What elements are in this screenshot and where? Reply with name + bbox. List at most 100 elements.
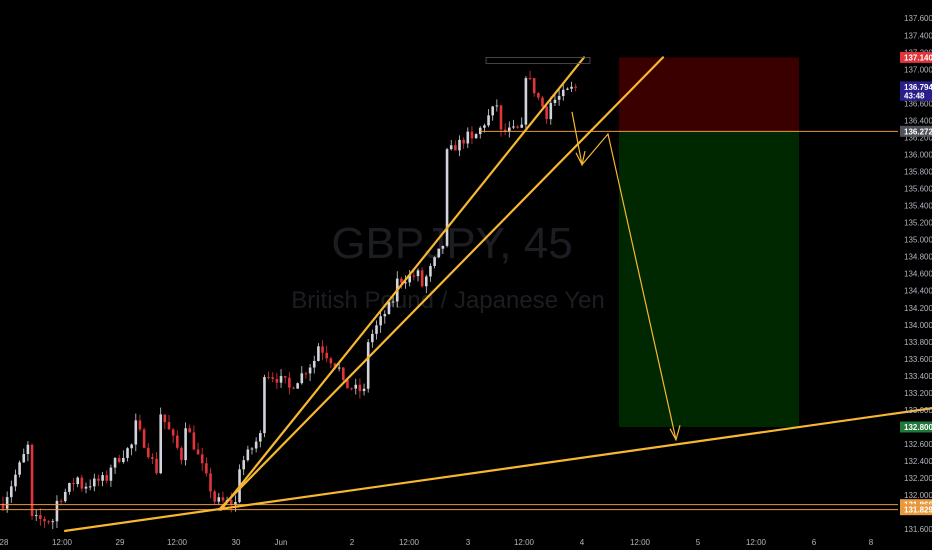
candle-body	[30, 444, 34, 517]
candle-body	[126, 448, 129, 458]
candle-body	[59, 500, 63, 502]
candle-body	[483, 125, 486, 128]
candle-body	[213, 491, 216, 502]
candle-body	[130, 444, 133, 449]
candle-body	[474, 134, 478, 139]
y-tick-label: 132.000	[904, 491, 932, 500]
watermark-description: British Pound / Japanese Yen	[291, 287, 605, 314]
candle-body	[553, 99, 557, 103]
candle-body	[321, 346, 324, 353]
y-tick-label: 136.400	[904, 116, 932, 125]
support-tag	[900, 504, 932, 516]
candle-body	[39, 515, 42, 519]
candle-body	[487, 115, 490, 126]
candle-body	[117, 457, 121, 463]
stop-tag	[900, 51, 932, 63]
x-tick-label: 6	[812, 538, 817, 547]
candle-body	[159, 414, 162, 474]
candle-body	[503, 129, 507, 132]
candle-body	[267, 377, 270, 379]
x-tick-label: 12:00	[630, 538, 651, 547]
candle-body	[454, 145, 457, 151]
x-tick-label: 29	[116, 538, 125, 547]
candle-body	[520, 124, 524, 128]
arrow-head	[669, 425, 681, 442]
candle-body	[47, 521, 50, 523]
candle-body	[445, 149, 449, 246]
candle-body	[271, 377, 275, 379]
candle-body	[354, 384, 358, 389]
countdown-tag-label: 43:48	[904, 91, 925, 100]
candle-body	[470, 131, 474, 139]
candle-body	[259, 433, 262, 442]
candle-body	[84, 486, 88, 489]
candle-body	[416, 270, 420, 277]
trendline	[217, 56, 665, 511]
x-tick-label: Jun	[275, 538, 288, 547]
candle-body	[362, 388, 366, 392]
candle-body	[358, 384, 362, 392]
candle-body	[80, 477, 84, 489]
target-zone	[619, 131, 799, 427]
target-tag	[900, 421, 932, 433]
y-tick-label: 133.800	[904, 338, 932, 347]
candle-body	[508, 127, 511, 132]
candle-body	[209, 473, 212, 492]
candle-body	[433, 257, 436, 266]
candle-body	[171, 429, 175, 436]
candle-body	[541, 97, 544, 107]
candle-body	[557, 96, 561, 100]
candle-body	[537, 93, 540, 98]
candle-body	[234, 502, 237, 505]
candle-body	[167, 422, 171, 430]
candle-body	[176, 435, 179, 448]
stop-tag-label: 137.140	[904, 53, 932, 62]
x-tick-label: 4	[580, 538, 585, 547]
candle-body	[250, 448, 254, 450]
candle-body	[308, 367, 312, 374]
candle-body	[113, 457, 117, 468]
y-tick-label: 137.000	[904, 65, 932, 74]
candle-body	[387, 301, 391, 315]
time-axis[interactable]: 28 12:00 29 12:00 30 Jun 2 12:00 3 12:00 4 12:00 5 12…	[0, 538, 874, 547]
candle-body	[561, 89, 565, 97]
candle-body	[346, 379, 349, 389]
candle-body	[516, 126, 519, 128]
candle-body	[43, 518, 46, 522]
candle-body	[196, 449, 200, 455]
entry-tag-label: 136.272	[904, 127, 932, 136]
high-box	[485, 56, 591, 64]
entry-tag	[900, 125, 932, 137]
candle-body	[138, 420, 142, 430]
candle-body	[458, 139, 461, 151]
candle-body	[146, 447, 150, 458]
y-tick-label: 137.400	[904, 31, 932, 40]
x-tick-label: 12:00	[167, 538, 188, 547]
candle-body	[105, 475, 109, 481]
countdown-tag	[900, 89, 932, 101]
stop-zone	[619, 57, 799, 132]
y-tick-label: 135.200	[904, 219, 932, 228]
candle-body	[491, 106, 494, 116]
candle-body	[545, 106, 548, 120]
candle-body	[163, 414, 167, 423]
candle-body	[549, 102, 553, 120]
candle-body	[155, 458, 158, 474]
candle-body	[337, 367, 341, 369]
x-tick-label: 28	[0, 538, 9, 547]
arrow-head	[575, 150, 586, 167]
x-tick-label: 12:00	[399, 538, 420, 547]
candle-body	[408, 275, 411, 283]
candle-body	[68, 483, 71, 492]
candle-body	[26, 444, 30, 454]
candle-body	[528, 78, 532, 80]
candle-body	[263, 377, 266, 434]
candle-body	[512, 126, 515, 128]
candle-body	[449, 145, 453, 150]
candle-body	[88, 486, 92, 488]
y-tick-label: 133.400	[904, 372, 932, 381]
candle-body	[400, 278, 403, 283]
candles	[1, 70, 577, 530]
candle-body	[333, 363, 337, 368]
